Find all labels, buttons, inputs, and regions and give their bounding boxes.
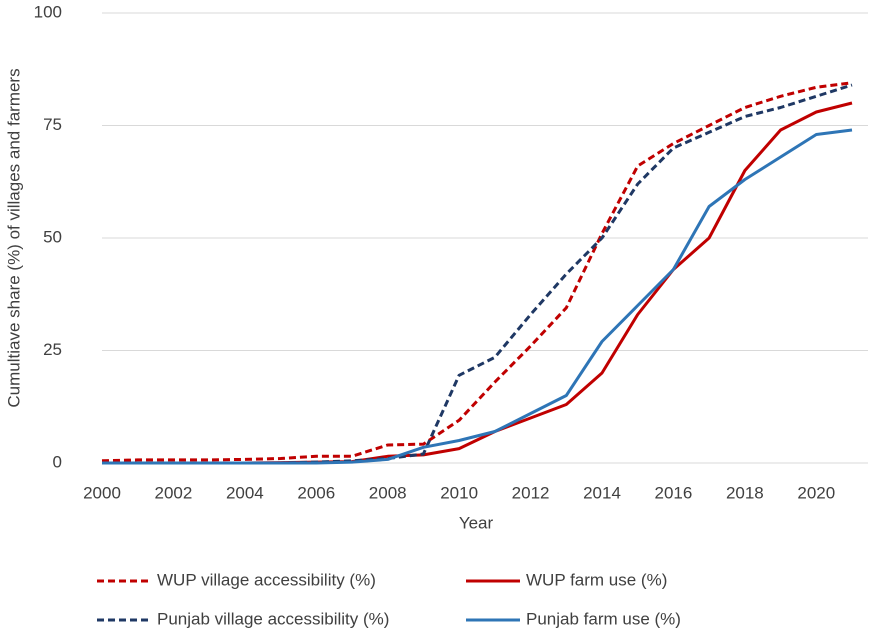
x-tick-label: 2006 [297, 483, 335, 502]
x-tick-label: 2018 [726, 483, 764, 502]
y-tick-label: 75 [43, 115, 62, 134]
series-line [101, 81, 853, 463]
y-tick-label: 25 [43, 340, 62, 359]
x-tick-label: 2020 [797, 483, 835, 502]
x-tick-label: 2002 [155, 483, 193, 502]
legend-label: Punjab farm use (%) [526, 609, 681, 628]
y-tick-label: 50 [43, 227, 62, 246]
y-tick-label: 0 [53, 452, 62, 471]
x-tick-label: 2012 [512, 483, 550, 502]
legend-label: WUP farm use (%) [526, 570, 667, 589]
series-line [102, 83, 853, 465]
x-axis-label: Year [459, 513, 494, 532]
series-line [102, 128, 853, 465]
x-tick-label: 2004 [226, 483, 264, 502]
x-tick-label: 2016 [655, 483, 693, 502]
x-tick-label: 2014 [583, 483, 621, 502]
x-tick-label: 2000 [83, 483, 121, 502]
series-line [102, 101, 853, 465]
y-axis-label: Cumultiave share (%) of villages and far… [4, 68, 23, 407]
legend-label: Punjab village accessibility (%) [157, 609, 389, 628]
x-tick-label: 2008 [369, 483, 407, 502]
legend-label: WUP village accessibility (%) [157, 570, 376, 589]
x-tick-label: 2010 [440, 483, 478, 502]
y-tick-label: 100 [34, 2, 62, 21]
